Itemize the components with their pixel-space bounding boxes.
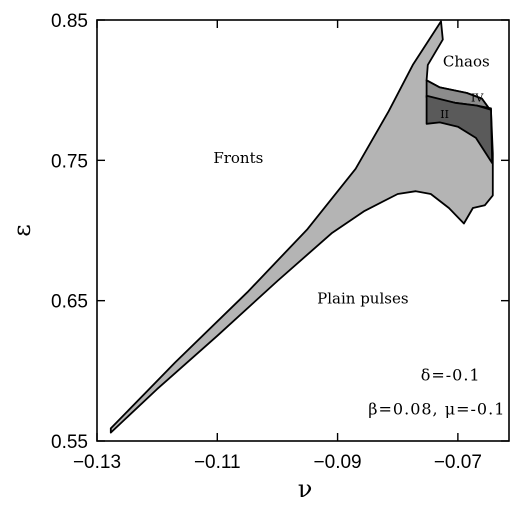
annotations-layer: Fronts Chaos IV II Plain pulses δ=-0.1 β=0.08,… <box>213 52 505 418</box>
regions-layer <box>109 20 494 434</box>
y-tick-label: 0.55 <box>51 432 88 453</box>
ticks-layer: −0.13 −0.11 −0.09 −0.07 0.55 0.65 0.75 0.85 <box>51 11 509 473</box>
annotation-label: IV <box>471 91 484 104</box>
annotation-label: Fronts <box>213 149 263 167</box>
x-axis-label: ν <box>298 475 313 503</box>
annotation-label: II <box>440 108 449 121</box>
x-tick-label: −0.13 <box>73 452 121 473</box>
x-tick-label: −0.07 <box>434 452 482 473</box>
annotation-label: δ=-0.1 <box>421 366 481 385</box>
region-II-area <box>425 94 494 165</box>
y-axis-label: ε <box>8 224 36 236</box>
y-tick-label: 0.85 <box>51 11 88 32</box>
annotation-label: Plain pulses <box>317 289 408 307</box>
annotation-label: Chaos <box>443 52 490 70</box>
y-tick-label: 0.75 <box>51 151 88 172</box>
annotation-label: β=0.08, μ=-0.1 <box>368 399 505 418</box>
x-tick-label: −0.11 <box>194 452 241 473</box>
x-tick-label: −0.09 <box>314 452 362 473</box>
y-tick-label: 0.65 <box>51 292 88 313</box>
plot-frame <box>96 19 510 442</box>
